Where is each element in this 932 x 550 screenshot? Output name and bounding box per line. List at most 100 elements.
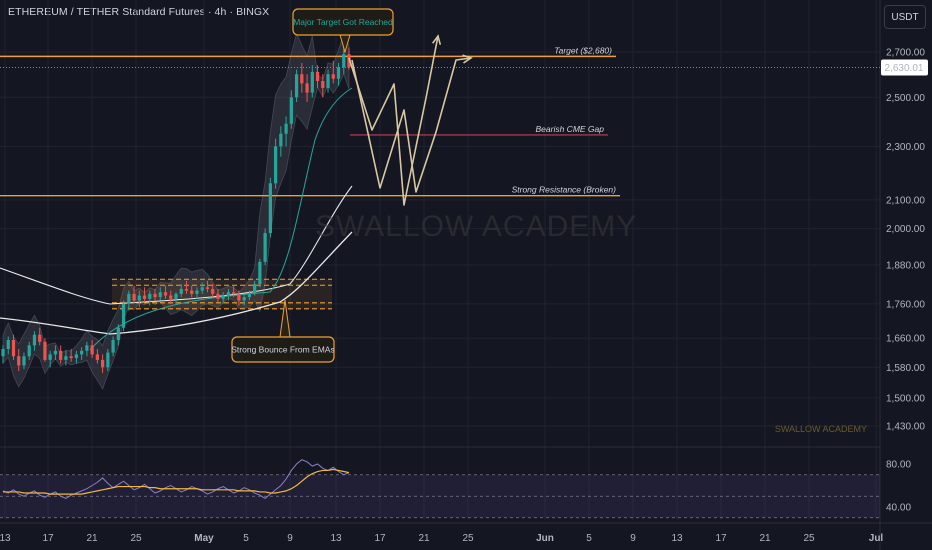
rsi-tick: 40.00 — [886, 503, 911, 514]
candle-body — [17, 356, 21, 366]
candle-body — [32, 334, 37, 346]
candle-body — [95, 354, 99, 360]
candle-body — [69, 356, 73, 359]
candle-body — [6, 340, 10, 349]
price-tick: 1,500.00 — [886, 393, 925, 404]
callout-box — [292, 8, 394, 36]
candle-body — [195, 290, 199, 294]
price-tick: 2,700.00 — [886, 48, 925, 59]
grid-lines — [0, 0, 881, 550]
candle-body — [53, 350, 58, 355]
candle-body — [268, 183, 272, 234]
candle-body — [326, 74, 330, 88]
band-fill — [2, 32, 350, 390]
candle-body — [132, 293, 136, 301]
time-tick: 21 — [418, 533, 430, 544]
candle-body — [205, 287, 210, 289]
candle-body — [279, 133, 283, 147]
price-tick: 2,500.00 — [886, 93, 925, 104]
candle-body — [38, 334, 42, 342]
candle-body — [315, 71, 320, 82]
candle-body — [294, 74, 299, 98]
candle-body — [43, 341, 47, 360]
candle-body — [253, 284, 257, 294]
candle-body — [237, 293, 241, 301]
candle-body — [310, 71, 314, 93]
candle-body — [11, 340, 16, 357]
currency-selector[interactable]: USDT — [884, 5, 926, 29]
watermark-center: SWALLOW ACADEMY — [315, 210, 637, 243]
ema-100 — [0, 185, 353, 305]
time-tick: 17 — [715, 533, 727, 544]
candle-body — [127, 293, 131, 304]
candle-body — [116, 327, 120, 341]
price-tick: 2,300.00 — [886, 142, 925, 153]
candle-body — [163, 292, 168, 296]
candle-body — [90, 345, 94, 355]
time-tick: 17 — [42, 533, 54, 544]
callouts: Major Target Got Reached Strong Bounce Fr… — [231, 8, 394, 363]
candle-body — [80, 350, 84, 355]
candle-body — [27, 345, 31, 357]
candle-body — [273, 146, 278, 184]
projection-arrowhead — [462, 54, 473, 64]
candle-body — [226, 292, 231, 296]
candle-body — [347, 54, 351, 68]
callout-box — [231, 336, 335, 363]
candle-body — [232, 292, 236, 294]
price-tick: 2,000.00 — [886, 224, 925, 235]
candle-body — [48, 354, 52, 360]
callout-label: Strong Bounce From EMAs — [231, 345, 334, 355]
candle-body — [22, 356, 26, 366]
price-tick: 1,660.00 — [886, 334, 925, 345]
price-tick: 1,580.00 — [886, 363, 925, 374]
time-tick: Jun — [536, 533, 554, 544]
callout-label: Major Target Got Reached — [293, 17, 393, 27]
price-tick: 1,760.00 — [886, 299, 925, 310]
candle-body — [242, 297, 246, 301]
time-tick: Jul — [869, 533, 884, 544]
current-price-label: 2,630.01 — [885, 63, 924, 74]
candle-body — [289, 97, 293, 124]
price-tick: 2,100.00 — [886, 195, 925, 206]
time-axis[interactable]: 13 17 21 25 May 5 9 13 17 21 25 Jun 5 9 13 17 21 25 Jul — [0, 522, 932, 544]
rsi-ma-line — [3, 468, 350, 495]
candle-body — [247, 293, 252, 298]
candle-body — [200, 287, 204, 291]
time-tick: 5 — [243, 533, 249, 544]
price-levels: Target ($2,680) Bearish CME Gap Strong Res… — [0, 45, 880, 197]
time-tick: 25 — [130, 533, 142, 544]
time-tick: 21 — [86, 533, 98, 544]
candle-body — [321, 81, 325, 88]
candle-body — [190, 290, 194, 294]
time-tick: May — [194, 533, 214, 544]
level-label: Bearish CME Gap — [536, 124, 605, 134]
candle-body — [211, 288, 215, 294]
time-tick: 5 — [586, 533, 592, 544]
time-tick: 17 — [374, 533, 386, 544]
candle-body — [216, 293, 220, 299]
price-tick: 1,430.00 — [886, 422, 925, 433]
candle-body — [263, 233, 267, 262]
candle-body — [184, 288, 189, 291]
candle-body — [331, 74, 335, 79]
candle-body — [336, 67, 341, 79]
watermarks: SWALLOW ACADEMY SWALLOW ACADEMY — [315, 210, 867, 434]
candle-body — [179, 288, 183, 294]
rsi-tick: 80.00 — [886, 460, 911, 471]
candle-body — [100, 359, 105, 368]
candle-body — [85, 345, 89, 351]
candle-body — [284, 123, 288, 134]
ema-200 — [0, 231, 353, 335]
watermark-corner: SWALLOW ACADEMY — [775, 424, 867, 434]
projection-path — [348, 34, 473, 206]
rsi-pane: 80.00 40.00 — [0, 459, 911, 519]
time-tick: 13 — [671, 533, 683, 544]
candle-body — [148, 293, 152, 299]
price-axis[interactable]: 2,700.00 2,500.00 2,300.00 2,100.00 2,000.00… — [881, 48, 928, 433]
time-tick: 13 — [0, 533, 11, 544]
candle-body — [342, 54, 346, 68]
candle-body — [169, 295, 173, 299]
time-tick: 13 — [330, 533, 342, 544]
